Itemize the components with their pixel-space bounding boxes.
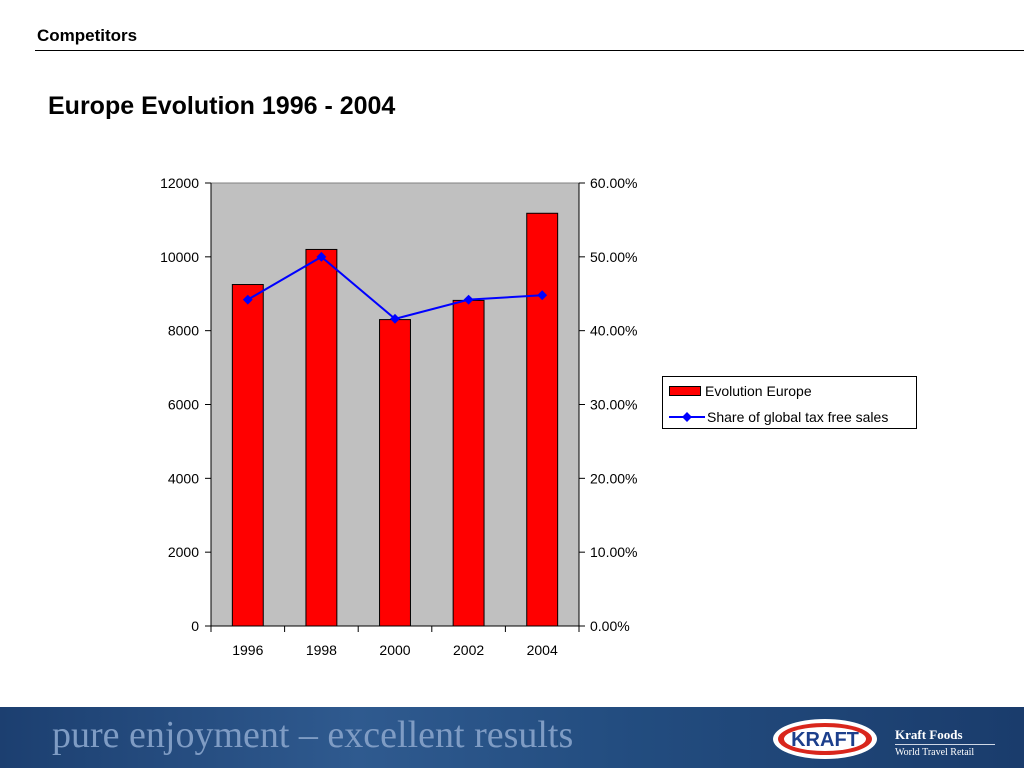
- y-left-tick-label: 0: [191, 618, 199, 634]
- brand-name: Kraft Foods: [895, 727, 963, 742]
- legend-item-bar: Evolution Europe: [669, 381, 812, 401]
- kraft-logo-text: KRAFT: [791, 729, 859, 751]
- bar-1996: [231, 284, 264, 627]
- legend-label-line: Share of global tax free sales: [707, 409, 889, 425]
- y-left-tick-label: 4000: [168, 470, 199, 486]
- y-right-tick-label: 50.00%: [590, 249, 637, 265]
- share-point-1996: [242, 294, 253, 305]
- share-point-2004: [537, 290, 548, 301]
- x-tick-label-1996: 1996: [232, 642, 263, 658]
- bar-2002: [452, 299, 485, 627]
- section-title: Competitors: [37, 26, 138, 45]
- legend-item-line: Share of global tax free sales: [669, 407, 888, 427]
- share-point-1998: [316, 251, 327, 262]
- chart-legend: Evolution Europe Share of global tax fre…: [662, 376, 917, 429]
- x-tick-label-2002: 2002: [453, 642, 484, 658]
- footer-tagline: pure enjoyment – excellent results: [52, 714, 574, 756]
- y-left-tick-label: 10000: [160, 249, 199, 265]
- footer-banner: pure enjoyment – excellent results KRAFT…: [0, 707, 1024, 768]
- y-right-tick-label: 40.00%: [590, 323, 637, 339]
- legend-bar-swatch: [669, 386, 701, 396]
- x-tick-label-2000: 2000: [379, 642, 410, 658]
- bar-2000: [379, 319, 411, 627]
- x-tick-label-1998: 1998: [306, 642, 337, 658]
- y-right-tick-label: 10.00%: [590, 544, 637, 560]
- y-left-tick-label: 12000: [160, 175, 199, 191]
- y-right-tick-label: 30.00%: [590, 397, 637, 413]
- combo-chart: 1996 1998 2000 2002 2004 0 0.00% 2000 10.00% 4000…: [160, 175, 637, 658]
- slide-title: Europe Evolution 1996 - 2004: [48, 92, 396, 120]
- legend-label-bar: Evolution Europe: [705, 383, 812, 399]
- y-right-tick-label: 20.00%: [590, 470, 637, 486]
- y-right-tick-label: 60.00%: [590, 175, 637, 191]
- y-left-tick-label: 6000: [168, 397, 199, 413]
- y-left-tick-label: 8000: [168, 323, 199, 339]
- y-right-tick-label: 0.00%: [590, 618, 630, 634]
- header-divider: [35, 50, 1024, 51]
- legend-line-swatch: [669, 412, 705, 422]
- share-point-2000: [390, 313, 400, 324]
- kraft-logo: KRAFT: [773, 719, 877, 759]
- bar-1998: [305, 248, 338, 627]
- share-point-2002: [463, 294, 474, 305]
- bar-2004: [526, 212, 559, 627]
- brand-subtitle: World Travel Retail: [895, 747, 975, 758]
- y-left-tick-label: 2000: [168, 544, 199, 560]
- x-tick-label-2004: 2004: [527, 642, 558, 658]
- brand-divider: [895, 744, 995, 745]
